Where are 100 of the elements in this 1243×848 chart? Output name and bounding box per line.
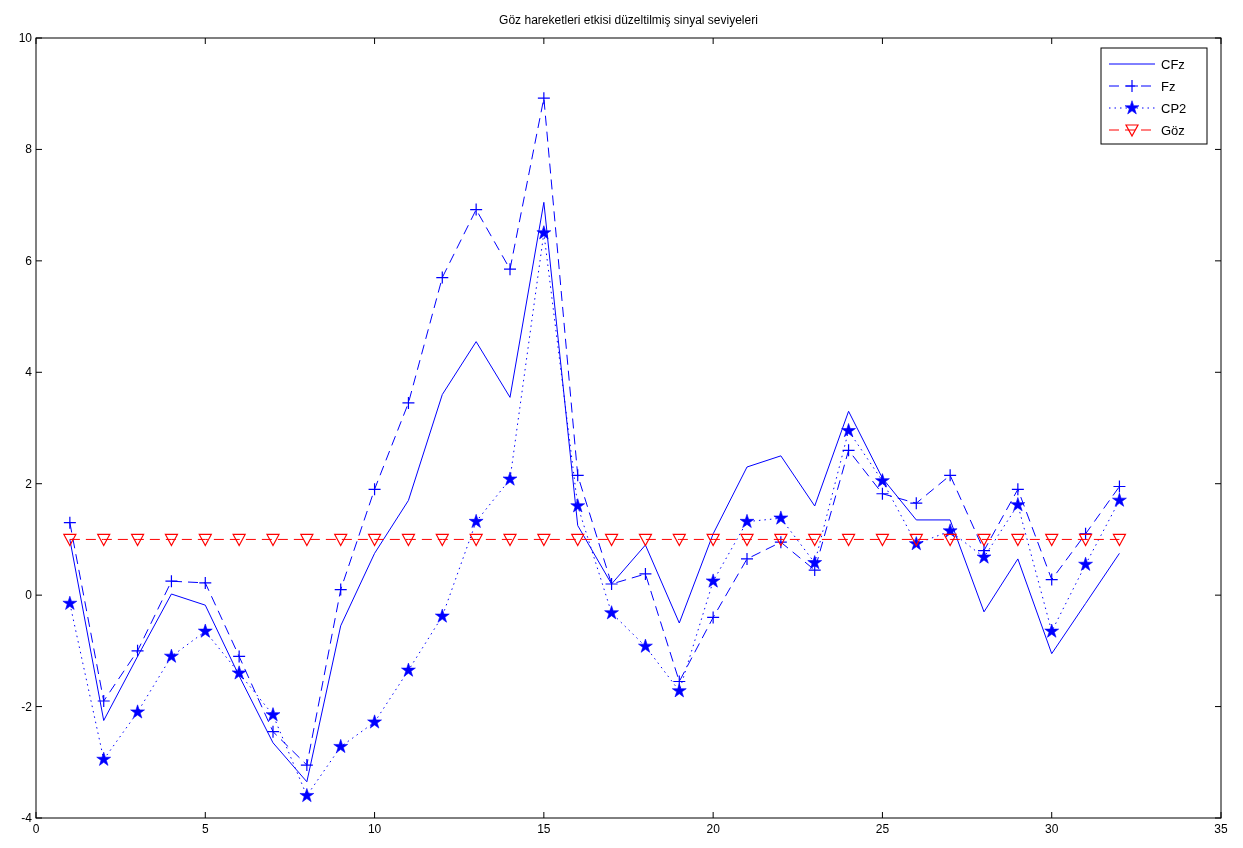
point (841, 533, 856, 547)
point (1011, 533, 1025, 547)
legend-label: Göz (1161, 123, 1185, 138)
point (468, 513, 484, 528)
point (942, 523, 958, 538)
point (300, 758, 314, 772)
point (502, 471, 518, 486)
y-tick-label: -4 (21, 811, 33, 825)
point (299, 788, 315, 802)
x-tick-label: 10 (367, 822, 382, 836)
point (1078, 533, 1093, 547)
point (977, 533, 991, 547)
point (976, 549, 992, 564)
point (672, 533, 686, 547)
point (401, 662, 416, 677)
y-tick-label: 4 (25, 365, 33, 380)
y-tick-label: 0 (25, 588, 33, 603)
point (943, 533, 957, 547)
point (164, 533, 179, 547)
point (232, 649, 246, 664)
point (231, 665, 247, 680)
legend-label: CP2 (1161, 101, 1187, 116)
chart-title: Göz hareketleri etkisi düzeltilmiş sinyal seviyeleri (499, 13, 758, 27)
point (401, 533, 416, 547)
point (367, 482, 382, 496)
point (672, 683, 687, 698)
point (164, 648, 179, 663)
point (740, 533, 754, 547)
point (334, 582, 348, 597)
point (97, 694, 111, 708)
point (300, 533, 314, 547)
point (265, 707, 281, 722)
point (909, 533, 923, 547)
point (266, 533, 280, 547)
legend-label: CFz (1161, 57, 1185, 72)
point (367, 714, 382, 729)
point (63, 516, 77, 530)
point (536, 225, 552, 240)
point (1010, 497, 1026, 512)
point (198, 576, 212, 590)
point (130, 644, 145, 658)
point (570, 498, 585, 513)
point (638, 638, 653, 653)
point (604, 577, 619, 591)
point (435, 533, 449, 547)
x-tick-label: 5 (201, 822, 209, 836)
point (1112, 479, 1127, 494)
point (909, 496, 923, 510)
point (875, 487, 890, 501)
point (164, 574, 179, 588)
point (841, 443, 856, 457)
point (1011, 482, 1025, 496)
point (63, 533, 77, 547)
point (469, 533, 483, 547)
x-tick-label: 20 (706, 822, 721, 836)
point (604, 533, 619, 547)
x-tick-label: 30 (1045, 822, 1059, 836)
point (706, 533, 720, 547)
point (705, 573, 721, 588)
point (503, 533, 517, 547)
point (1078, 556, 1093, 571)
point (266, 725, 280, 739)
point (435, 608, 450, 623)
point (638, 533, 653, 547)
point (875, 533, 890, 547)
point (706, 610, 720, 625)
point (130, 533, 145, 547)
point (62, 595, 78, 610)
point (1045, 533, 1059, 547)
point (1112, 492, 1127, 507)
point (773, 510, 789, 525)
point (333, 739, 348, 753)
x-tick-label: 25 (875, 822, 890, 836)
point (96, 751, 111, 766)
point (97, 533, 111, 547)
point (334, 533, 348, 547)
point (740, 552, 754, 566)
point (571, 533, 585, 547)
point (232, 533, 246, 547)
point (130, 704, 145, 719)
point (1112, 533, 1127, 547)
point (604, 605, 619, 620)
point (1078, 527, 1093, 541)
point (808, 533, 822, 547)
point (739, 513, 755, 528)
point (1044, 623, 1059, 638)
y-tick-label: -2 (21, 699, 33, 714)
y-tick-label: 6 (25, 253, 33, 268)
point (469, 203, 483, 217)
point (638, 567, 653, 581)
y-tick-label: 10 (18, 31, 33, 45)
y-tick-label: 2 (25, 476, 33, 491)
point (401, 396, 416, 410)
point (537, 533, 551, 547)
point (367, 533, 382, 547)
x-tick-label: 15 (537, 822, 551, 836)
point (198, 623, 213, 638)
x-tick-label: 35 (1214, 822, 1228, 836)
point (503, 262, 517, 276)
point (841, 423, 856, 437)
